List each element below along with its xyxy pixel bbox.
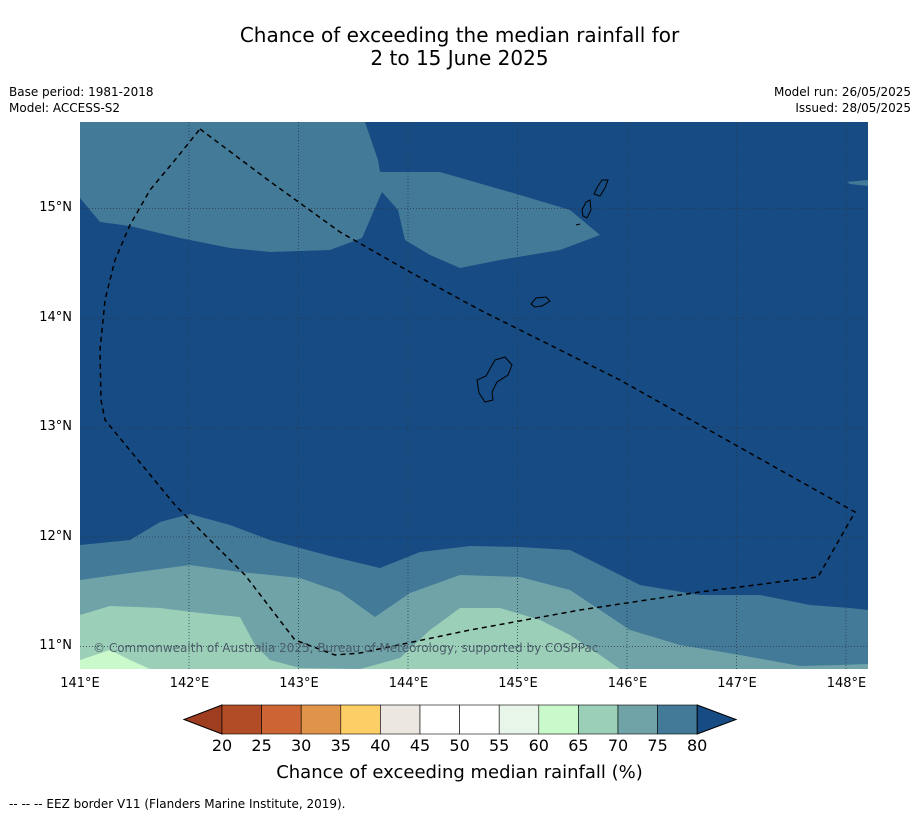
lat-label: 14°N xyxy=(39,309,72,325)
colorbar-tick-label: 70 xyxy=(607,736,629,755)
lon-label: 148°E xyxy=(826,676,867,691)
lon-label: 144°E xyxy=(388,676,429,691)
colorbar-tick-label: 35 xyxy=(330,736,351,755)
island-rota xyxy=(530,296,551,308)
colorbar-tick-label: 20 xyxy=(211,736,233,755)
lon-label: 146°E xyxy=(607,676,648,691)
lon-label: 143°E xyxy=(279,676,319,691)
colorbar-tick-label: 30 xyxy=(291,736,312,755)
eez-footnote: -- -- -- EEZ border V11 (Flanders Marine… xyxy=(9,797,346,811)
colorbar-segment xyxy=(498,704,540,735)
colorbar-tick-label: 60 xyxy=(528,736,549,755)
colorbar-tick-label: 65 xyxy=(568,736,589,755)
islands xyxy=(476,179,609,403)
colorbar-under-arrow xyxy=(182,704,223,735)
lat-label: 12°N xyxy=(39,528,72,544)
issued-date: Issued: 28/05/2025 xyxy=(795,101,911,115)
map-title-line1: Chance of exceeding the median rainfall … xyxy=(239,23,680,47)
colorbar-segment xyxy=(419,704,460,735)
colorbar-segment xyxy=(300,704,342,735)
fill-60-65 xyxy=(80,650,150,669)
eez-border xyxy=(99,127,857,656)
colorbar xyxy=(182,704,738,735)
colorbar-segment xyxy=(221,704,262,735)
colorbar-tick-label: 50 xyxy=(449,736,470,755)
colorbar-title: Chance of exceeding median rainfall (%) xyxy=(276,762,643,783)
island-aguijan xyxy=(575,223,581,226)
colorbar-segment xyxy=(538,704,579,735)
colorbar-segment xyxy=(617,704,658,735)
contour-fills xyxy=(80,122,868,669)
colorbar-segment xyxy=(340,704,381,735)
island-tinian xyxy=(581,199,592,219)
fill-65-70 xyxy=(80,606,620,669)
lat-label: 11°N xyxy=(39,638,72,653)
island-saipan xyxy=(593,179,609,197)
fill-75-80-northeast xyxy=(847,180,868,186)
colorbar-segment xyxy=(261,704,302,735)
graticule xyxy=(80,122,868,669)
copyright-notice: © Commonwealth of Australia 2025, Bureau… xyxy=(93,641,599,655)
lat-label: 13°N xyxy=(39,419,72,434)
lon-label: 145°E xyxy=(498,676,538,691)
fill-75-80-north xyxy=(80,122,600,268)
lon-label: 141°E xyxy=(60,676,100,691)
lat-label: 15°N xyxy=(39,200,72,215)
colorbar-tick-label: 45 xyxy=(409,736,431,755)
map-title-line2: 2 to 15 June 2025 xyxy=(370,46,549,70)
lon-label: 142°E xyxy=(169,676,210,691)
colorbar-tick-label: 40 xyxy=(370,736,391,755)
base-period: Base period: 1981-2018 xyxy=(9,85,154,99)
model-name: Model: ACCESS-S2 xyxy=(9,101,121,115)
lon-label: 147°E xyxy=(717,676,757,691)
colorbar-tick-label: 80 xyxy=(687,736,708,755)
colorbar-segment xyxy=(578,704,619,735)
colorbar-tick-label: 55 xyxy=(489,736,510,755)
colorbar-segment xyxy=(380,704,421,735)
colorbar-over-arrow xyxy=(696,704,738,735)
model-run-date: Model run: 26/05/2025 xyxy=(773,85,911,99)
island-guam xyxy=(476,356,513,403)
colorbar-segment xyxy=(459,704,500,735)
colorbar-segment xyxy=(657,704,698,735)
colorbar-tick-label: 25 xyxy=(251,736,272,755)
colorbar-tick-label: 75 xyxy=(647,736,668,755)
